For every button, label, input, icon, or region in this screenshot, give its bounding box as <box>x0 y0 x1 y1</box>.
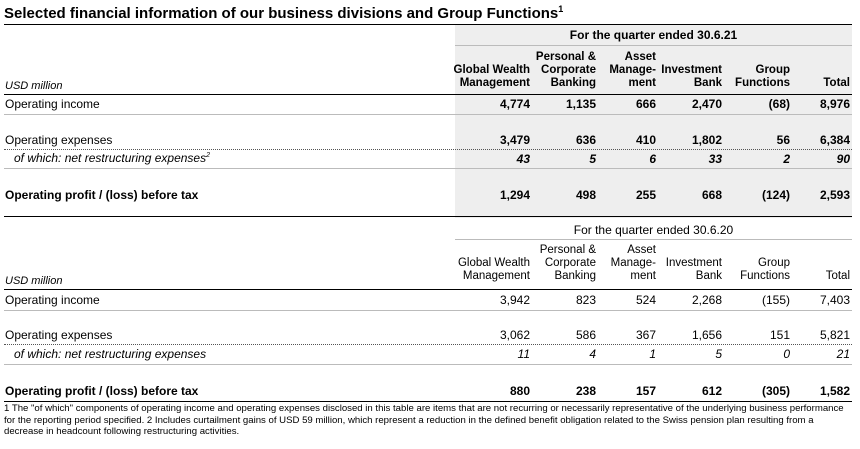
table-cell: 2,593 <box>819 188 850 202</box>
row-rule-dotted <box>4 149 852 150</box>
table-cell: 880 <box>509 384 530 398</box>
table-cell: 90 <box>836 152 850 166</box>
table-cell: 1,582 <box>819 384 850 398</box>
table-cell: 157 <box>635 384 656 398</box>
table-cell: 823 <box>575 293 596 307</box>
table-cell: 43 <box>516 152 530 166</box>
col-header-am: Asset Manage-ment <box>610 244 656 282</box>
table-cell: 1,802 <box>691 133 722 147</box>
table-cell: 524 <box>635 293 656 307</box>
table-cell: 6 <box>649 152 656 166</box>
table-cell: 1,135 <box>565 97 596 111</box>
section1-period-rule <box>455 45 852 46</box>
col-header-ib: Investment Bank <box>661 64 722 89</box>
col-header-gf: Group Functions <box>735 64 790 89</box>
table-cell: 3,062 <box>499 328 530 342</box>
col-header-am: Asset Manage-ment <box>609 51 656 89</box>
table-cell: (305) <box>761 384 790 398</box>
table-cell: 4 <box>589 347 596 361</box>
table-cell: 2,470 <box>691 97 722 111</box>
section2-period: For the quarter ended 30.6.20 <box>573 223 734 237</box>
table-cell: 666 <box>635 97 656 111</box>
section-divider <box>4 216 852 217</box>
table-cell: 498 <box>575 188 596 202</box>
row-label-operating-expenses: Operating expenses <box>5 133 113 147</box>
table-cell: 586 <box>575 328 596 342</box>
footnote: 1 The "of which" components of operating… <box>4 403 844 437</box>
col-header-pcb: Personal & Corporate Banking <box>539 244 596 282</box>
table-cell: 5 <box>589 152 596 166</box>
table-cell: 1 <box>649 347 656 361</box>
section2-period-rule <box>455 239 852 240</box>
table-cell: 56 <box>776 133 790 147</box>
table-cell: 0 <box>783 347 790 361</box>
table-cell: 5,821 <box>819 328 850 342</box>
row-label-restructuring: of which: net restructuring expenses2 <box>14 151 211 165</box>
row-rule <box>4 364 852 365</box>
section1-period: For the quarter ended 30.6.21 <box>569 28 738 42</box>
row-label-operating-expenses: Operating expenses <box>5 328 113 342</box>
table-cell: 7,403 <box>819 293 850 307</box>
table-cell: 367 <box>635 328 656 342</box>
col-header-gwm: Global Wealth Management <box>457 257 530 282</box>
table-cell: 255 <box>635 188 656 202</box>
unit-label: USD million <box>5 80 63 92</box>
table-cell: (124) <box>761 188 790 202</box>
table-cell: 2 <box>783 152 790 166</box>
table-cell: 1,656 <box>691 328 722 342</box>
row-rule <box>4 114 852 115</box>
table-cell: 3,479 <box>499 133 530 147</box>
row-label-operating-profit: Operating profit / (loss) before tax <box>5 384 199 398</box>
table-cell: 612 <box>701 384 722 398</box>
title-rule <box>4 24 852 25</box>
table-cell: 151 <box>769 328 790 342</box>
table-cell: (68) <box>768 97 790 111</box>
table-cell: 1,294 <box>499 188 530 202</box>
table-bottom-rule <box>4 401 852 402</box>
col-header-ib: Investment Bank <box>665 257 722 282</box>
table-cell: 11 <box>517 347 530 361</box>
table-cell: (155) <box>761 293 790 307</box>
table-cell: 4,774 <box>499 97 530 111</box>
table-cell: 5 <box>715 347 722 361</box>
section1-highlight <box>455 25 852 218</box>
col-header-gf: Group Functions <box>740 257 790 282</box>
table-cell: 410 <box>635 133 656 147</box>
table-cell: 8,976 <box>819 97 850 111</box>
table-cell: 33 <box>708 152 722 166</box>
table-cell: 3,942 <box>499 293 530 307</box>
page-title: Selected financial information of our bu… <box>4 4 564 22</box>
row-label-operating-income: Operating income <box>5 97 100 111</box>
section1-header-rule <box>4 94 852 95</box>
table-cell: 238 <box>575 384 596 398</box>
col-header-total: Total <box>823 77 850 89</box>
row-label-restructuring: of which: net restructuring expenses <box>14 347 207 361</box>
row-rule <box>4 168 852 169</box>
row-label-operating-income: Operating income <box>5 293 100 307</box>
table-cell: 6,384 <box>819 133 850 147</box>
row-rule <box>4 310 852 311</box>
table-cell: 668 <box>701 188 722 202</box>
col-header-gwm: Global Wealth Management <box>453 64 530 89</box>
unit-label: USD million <box>5 275 63 287</box>
row-rule-dotted <box>4 344 852 345</box>
section2-header-rule <box>4 289 852 290</box>
table-cell: 636 <box>575 133 596 147</box>
table-cell: 21 <box>836 347 850 361</box>
table-cell: 2,268 <box>691 293 722 307</box>
col-header-pcb: Personal & Corporate Banking <box>535 51 596 89</box>
row-label-operating-profit: Operating profit / (loss) before tax <box>5 188 199 202</box>
col-header-total: Total <box>825 270 850 282</box>
